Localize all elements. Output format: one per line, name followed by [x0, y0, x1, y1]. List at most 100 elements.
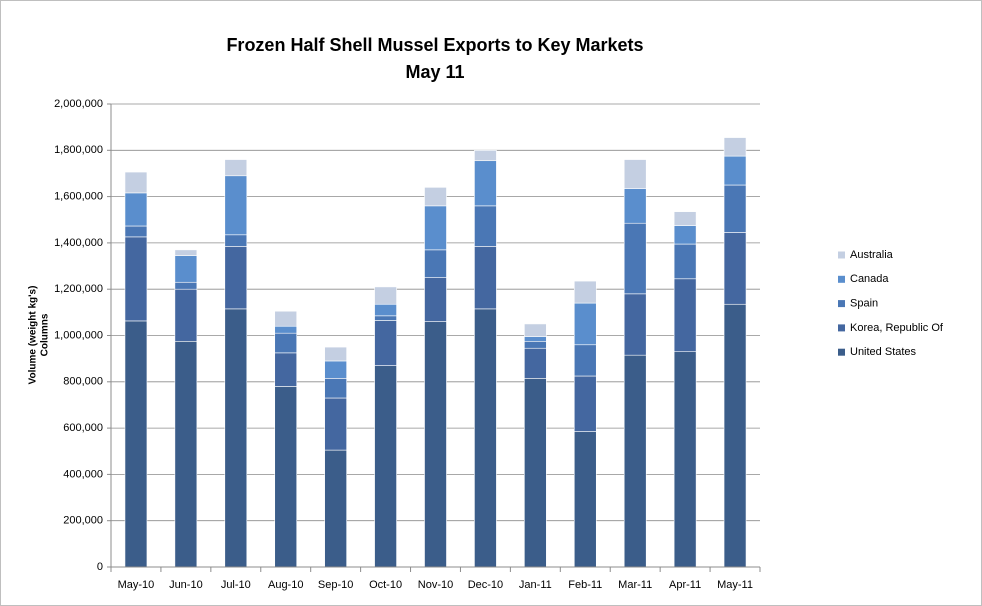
- bar-segment: [573, 302, 597, 346]
- y-tick-label: 1,600,000: [54, 191, 103, 203]
- x-tick-label: Dec-10: [468, 579, 503, 591]
- bar-segment: [424, 249, 447, 278]
- x-tick-label: Jun-10: [169, 579, 203, 591]
- bar-segment: [723, 155, 747, 186]
- x-tick-label: May-10: [118, 579, 155, 591]
- bar-segment: [524, 340, 547, 349]
- bar-segment: [623, 159, 647, 189]
- bar-segment: [174, 249, 198, 256]
- bar-segment: [224, 308, 248, 568]
- legend-swatch: [838, 348, 845, 356]
- bar-segment: [623, 354, 647, 568]
- bar-segment: [224, 159, 248, 177]
- x-tick-label: Jul-10: [221, 579, 251, 591]
- bar-segment: [474, 246, 497, 310]
- bar-segment: [324, 449, 347, 568]
- chart-subtitle: May 11: [405, 62, 464, 82]
- bar-segment: [124, 171, 148, 194]
- bar-segment: [374, 303, 397, 317]
- bar-segment: [274, 325, 298, 334]
- bar-segment: [723, 232, 747, 305]
- bar-segment: [673, 243, 697, 280]
- bar-segment: [374, 320, 397, 366]
- bar-segment: [474, 150, 497, 162]
- bar-segment: [124, 320, 148, 568]
- bar-segment: [573, 431, 597, 568]
- y-tick-label: 400,000: [63, 468, 103, 480]
- legend-label: Spain: [850, 298, 878, 310]
- bar-segment: [324, 360, 347, 379]
- bar-segment: [474, 308, 497, 568]
- y-tick-label: 200,000: [63, 515, 103, 527]
- bar-segment: [623, 222, 647, 295]
- bar-segment: [174, 281, 198, 290]
- legend-swatch: [838, 275, 845, 283]
- bar-segment: [673, 225, 697, 245]
- x-tick-label: Mar-11: [618, 579, 652, 591]
- bar-segment: [723, 137, 747, 157]
- y-tick-label: 800,000: [63, 376, 103, 388]
- y-tick-label: 1,200,000: [54, 283, 103, 295]
- x-tick-label: Feb-11: [568, 579, 602, 591]
- bar-segment: [723, 184, 747, 233]
- x-tick-label: Nov-10: [418, 579, 453, 591]
- bar-segment: [673, 278, 697, 353]
- bar-segment: [274, 352, 298, 387]
- legend-label: Australia: [850, 249, 894, 261]
- bar-segment: [723, 303, 747, 568]
- y-tick-label: 0: [97, 561, 103, 573]
- bar-segment: [324, 346, 347, 362]
- bar-segment: [224, 234, 248, 247]
- bar-segment: [174, 340, 198, 568]
- bar-segment: [424, 187, 447, 207]
- x-tick-label: Jan-11: [519, 579, 552, 591]
- y-tick-label: 1,400,000: [54, 237, 103, 249]
- bar-segment: [474, 160, 497, 207]
- bar-segment: [474, 205, 497, 247]
- bar-segment: [324, 397, 347, 451]
- bar-segment: [124, 192, 148, 227]
- bar-segment: [524, 336, 547, 342]
- y-tick-label: 600,000: [63, 422, 103, 434]
- x-tick-label: Apr-11: [669, 579, 701, 591]
- bar-segment: [524, 378, 547, 568]
- bar-segment: [274, 310, 298, 327]
- x-tick-label: Sep-10: [318, 579, 353, 591]
- legend-swatch: [838, 324, 845, 332]
- bar-segment: [573, 375, 597, 432]
- legend-label: United States: [850, 346, 917, 358]
- bar-segment: [673, 351, 697, 568]
- bar-segment: [124, 225, 148, 238]
- bar-segment: [374, 365, 397, 568]
- bar-segment: [424, 321, 447, 568]
- bar-segment: [524, 323, 547, 337]
- bar-segment: [673, 211, 697, 226]
- y-axis-label: Volume (weight kg's): [28, 286, 39, 385]
- bar-segment: [174, 255, 198, 283]
- x-tick-label: Aug-10: [268, 579, 303, 591]
- y-tick-label: 1,000,000: [54, 329, 103, 341]
- bar-segment: [174, 288, 198, 342]
- bar-segment: [573, 344, 597, 377]
- bar-segment: [274, 386, 298, 568]
- bar-segment: [573, 280, 597, 304]
- bar-segment: [124, 236, 148, 322]
- bar-segment: [324, 378, 347, 399]
- bar-segment: [374, 286, 397, 305]
- bar-segment: [623, 293, 647, 356]
- y-axis-label-2: Columns: [40, 313, 51, 356]
- bar-segment: [374, 315, 397, 321]
- legend-swatch: [838, 251, 845, 259]
- y-tick-label: 2,000,000: [54, 98, 103, 110]
- y-tick-label: 1,800,000: [54, 144, 103, 156]
- legend-label: Canada: [850, 273, 889, 285]
- bar-segment: [623, 188, 647, 224]
- x-tick-label: May-11: [717, 579, 753, 591]
- legend-swatch: [838, 300, 845, 308]
- bar-segment: [224, 175, 248, 236]
- chart-title: Frozen Half Shell Mussel Exports to Key …: [226, 35, 643, 55]
- bar-segment: [224, 246, 248, 310]
- bar-segment: [274, 332, 298, 354]
- x-tick-label: Oct-10: [369, 579, 402, 591]
